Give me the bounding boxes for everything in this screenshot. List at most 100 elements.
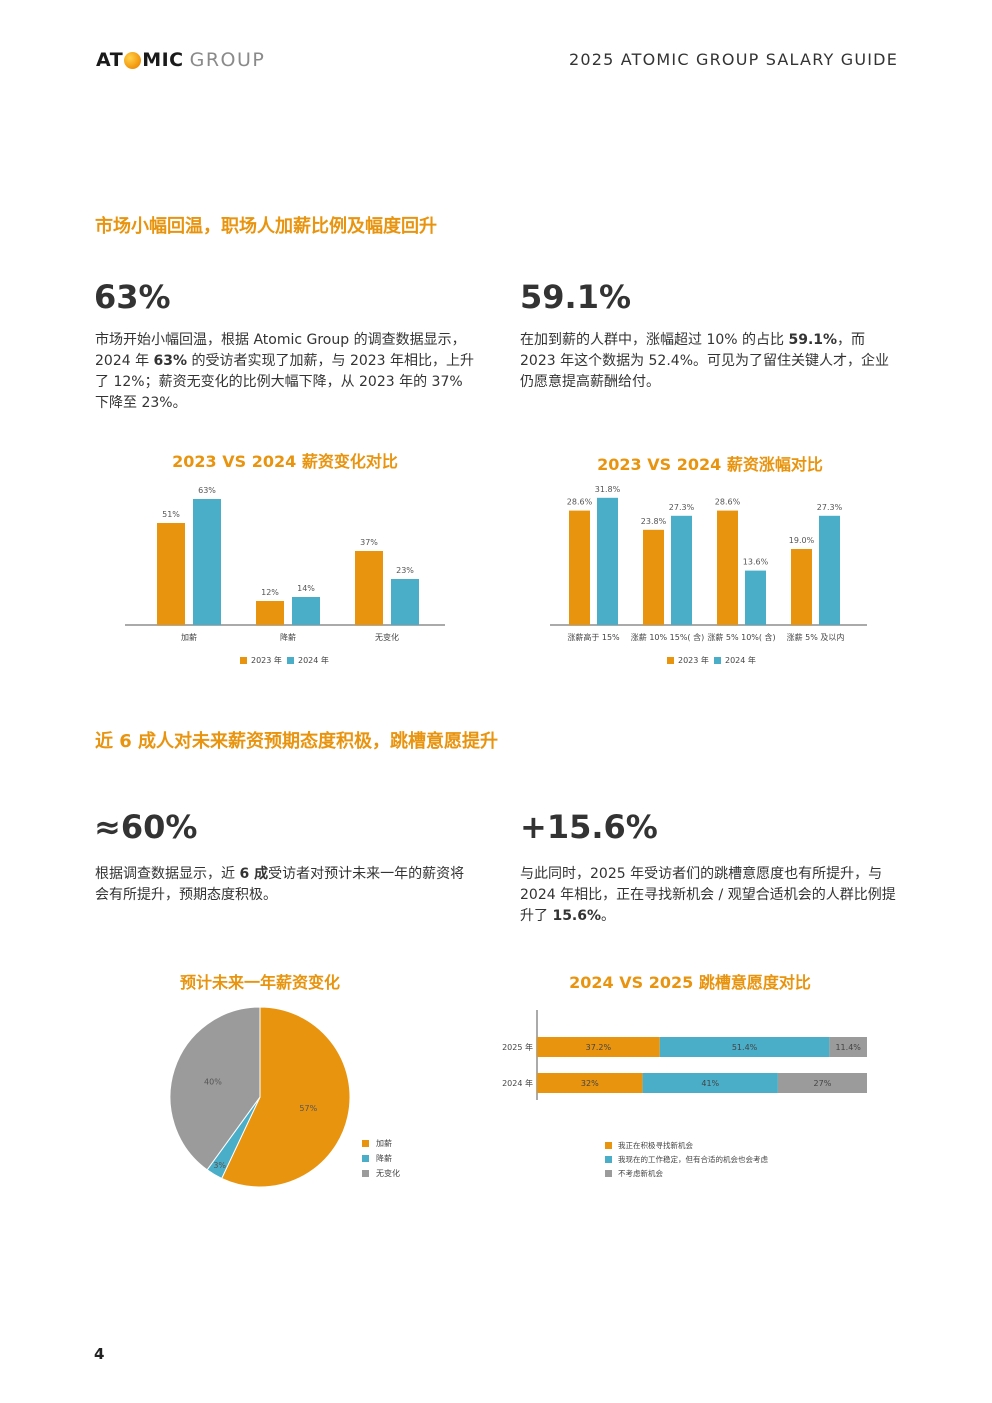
- data-label: 14%: [297, 584, 315, 593]
- x-tick-label: 涨薪 5% 10%( 含): [707, 632, 775, 642]
- logo-wordmark: AT MIC: [96, 49, 184, 71]
- legend-swatch: [714, 657, 721, 664]
- para-text: 根据调查数据显示，近: [95, 866, 240, 882]
- stacked-bar-segment: [777, 1073, 867, 1093]
- para-highlight: 63%: [153, 353, 188, 369]
- section2-left-paragraph: 根据调查数据显示，近 6 成受访者对预计未来一年的薪资将会有所提升，预期态度积极…: [95, 864, 475, 906]
- slice-label: 40%: [204, 1078, 222, 1087]
- para-text: 受访者对预计未来一年的薪资将会有所提升，预期态度积极。: [95, 866, 465, 903]
- section1-left-paragraph: 市场开始小幅回温，根据 Atomic Group 的调查数据显示，2024 年 …: [95, 330, 475, 414]
- segment-label: 32%: [581, 1079, 599, 1088]
- section2-title: 近 6 成人对未来薪资预期态度积极，跳槽意愿提升: [95, 731, 499, 752]
- para-text: 的受访者实现了加薪，与 2023 年相比，上升了 12%；薪资无变化的比例大幅下…: [95, 353, 475, 411]
- legend-label: 我现在的工作稳定，但有合适的机会也会考虑: [618, 1154, 768, 1164]
- header-title: 2025 ATOMIC GROUP SALARY GUIDE: [568, 50, 898, 69]
- legend-label: 2023 年: [251, 655, 282, 665]
- legend-swatch: [605, 1142, 612, 1149]
- bar: [717, 510, 738, 625]
- legend-swatch: [605, 1156, 612, 1163]
- legend-label: 不考虑新机会: [618, 1168, 663, 1178]
- stat-15-6: +15.6%: [520, 808, 658, 846]
- section1-right-paragraph: 在加到薪的人群中，涨幅超过 10% 的占比 59.1%，而 2023 年这个数据…: [520, 330, 900, 393]
- bar: [256, 601, 284, 625]
- pie-slice: [169, 1006, 261, 1171]
- para-text: 在加到薪的人群中，涨幅超过 10% 的占比: [520, 332, 789, 348]
- stacked-bar-segment: [537, 1037, 660, 1057]
- bar: [193, 499, 221, 625]
- legend-swatch: [362, 1140, 369, 1147]
- x-tick-label: 无变化: [375, 632, 399, 642]
- legend-label: 加薪: [376, 1138, 392, 1148]
- para-text: 与此同时，2025 年受访者们的跳槽意愿度也有所提升，与 2024 年相比，正在…: [520, 866, 896, 924]
- segment-label: 11.4%: [835, 1043, 861, 1052]
- section1-title: 市场小幅回温，职场人加薪比例及幅度回升: [95, 216, 437, 237]
- data-label: 28.6%: [567, 498, 593, 507]
- job-switch-stacked-bar-chart: 2025 年 37.2% 51.4% 11.4% 2024 年 32% 41% 27% 我正在积…: [502, 1010, 867, 1178]
- bar: [671, 515, 692, 625]
- stacked-bar-segment: [537, 1073, 643, 1093]
- y-tick-label: 2024 年: [502, 1078, 533, 1088]
- stacked-bar-segment: [829, 1037, 867, 1057]
- bar: [569, 510, 590, 625]
- bar: [745, 570, 766, 625]
- bar: [292, 597, 320, 625]
- legend-swatch: [362, 1155, 369, 1162]
- y-tick-label: 2025 年: [502, 1042, 533, 1052]
- legend-swatch: [605, 1170, 612, 1177]
- legend-label: 2023 年: [678, 655, 709, 665]
- x-tick-label: 涨薪 5% 及以内: [787, 632, 845, 642]
- legend-label: 2024 年: [725, 655, 756, 665]
- stat-63: 63%: [94, 278, 171, 316]
- logo-text-left: AT: [96, 49, 124, 71]
- segment-label: 27%: [814, 1079, 832, 1088]
- para-text: ，而 2023 年这个数据为 52.4%。可见为了留住关键人才，企业仍愿意提高薪…: [520, 332, 890, 390]
- legend-swatch: [362, 1170, 369, 1177]
- segment-label: 41%: [701, 1079, 719, 1088]
- para-text: 市场开始小幅回温，根据 Atomic Group 的调查数据显示，2024 年: [95, 332, 466, 369]
- section2-right-paragraph: 与此同时，2025 年受访者们的跳槽意愿度也有所提升，与 2024 年相比，正在…: [520, 864, 900, 927]
- slice-label: 3%: [213, 1161, 226, 1170]
- para-highlight: 6 成: [239, 866, 269, 882]
- para-highlight: 59.1%: [788, 332, 838, 348]
- x-tick-label: 涨薪高于 15%: [567, 632, 620, 642]
- bar: [391, 579, 419, 625]
- chart4-title: 2024 VS 2025 跳槽意愿度对比: [569, 973, 811, 992]
- data-label: 23.8%: [641, 517, 667, 526]
- data-label: 51%: [162, 510, 180, 519]
- bar: [355, 551, 383, 625]
- para-text: 。: [601, 908, 616, 924]
- stat-60: ≈60%: [94, 808, 198, 846]
- data-label: 28.6%: [715, 498, 741, 507]
- pie-slice: [221, 1006, 351, 1188]
- x-tick-label: 降薪: [280, 632, 296, 642]
- legend-label: 我正在积极寻找新机会: [618, 1140, 693, 1150]
- logo-text-right: MIC: [142, 49, 184, 71]
- stat-59: 59.1%: [520, 278, 632, 316]
- chart3-title: 预计未来一年薪资变化: [179, 973, 340, 992]
- data-label: 13.6%: [743, 558, 769, 567]
- para-highlight: 15.6%: [552, 908, 602, 924]
- data-label: 19.0%: [789, 536, 815, 545]
- x-tick-label: 涨薪 10% 15%( 含): [631, 632, 704, 642]
- logo-orb-icon: [124, 51, 142, 69]
- data-label: 27.3%: [817, 503, 843, 512]
- segment-label: 51.4%: [732, 1043, 758, 1052]
- data-label: 23%: [396, 566, 414, 575]
- bar: [791, 549, 812, 625]
- legend-swatch: [667, 657, 674, 664]
- legend-swatch: [287, 657, 294, 664]
- data-label: 12%: [261, 588, 279, 597]
- salary-change-bar-chart: 51% 63% 加薪 12% 14% 降薪 37% 23% 无变化 2023 年 2024 年: [125, 486, 445, 665]
- bar: [597, 497, 618, 625]
- data-label: 27.3%: [669, 503, 695, 512]
- data-label: 37%: [360, 538, 378, 547]
- legend-label: 2024 年: [298, 655, 329, 665]
- stacked-bar-segment: [659, 1037, 830, 1057]
- data-label: 31.8%: [595, 485, 621, 494]
- salary-increase-bar-chart: 28.6%31.8%涨薪高于 15%23.8%27.3%涨薪 10% 15%( …: [550, 485, 867, 665]
- segment-label: 37.2%: [586, 1043, 612, 1052]
- bar: [643, 529, 664, 625]
- bar: [157, 523, 185, 625]
- legend-swatch: [240, 657, 247, 664]
